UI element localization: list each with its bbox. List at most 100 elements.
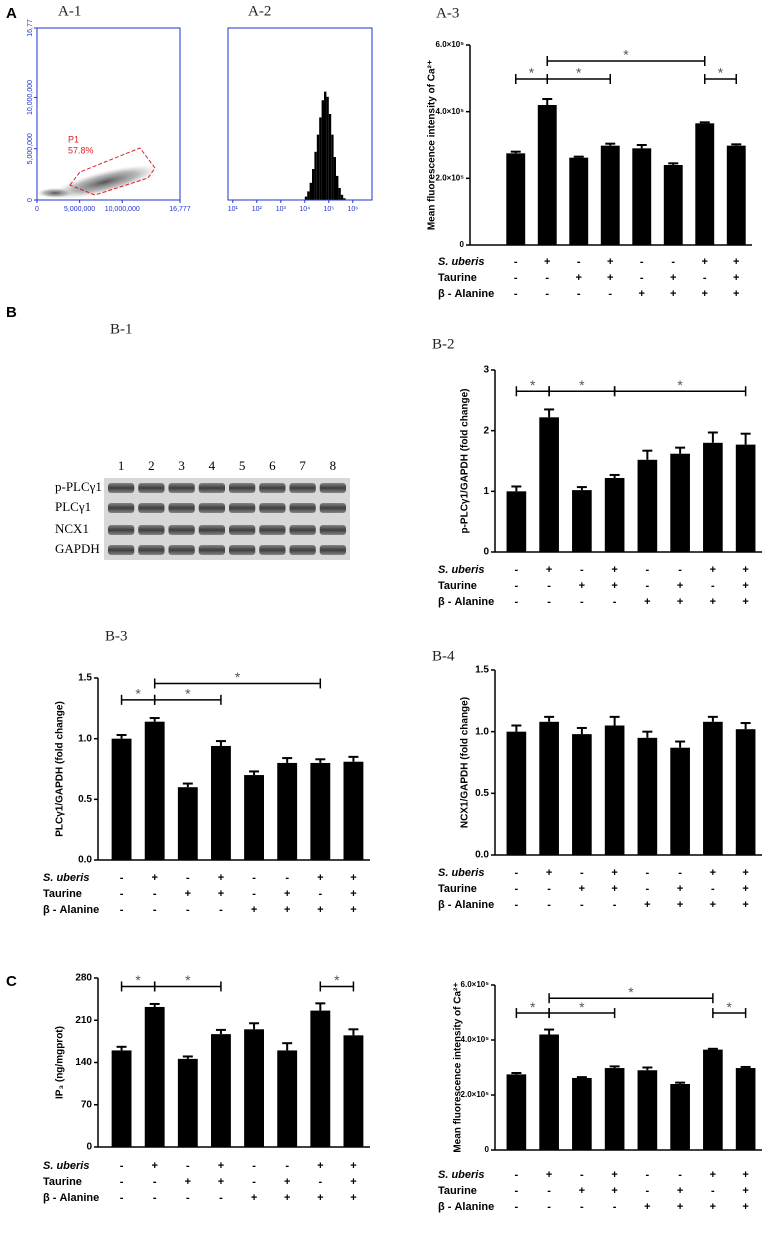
y-axis-label: Mean fluorescence intensity of Ca²⁺ (427, 60, 438, 230)
condition-sign: + (218, 872, 224, 884)
condition-name: β - Alanine (438, 1201, 494, 1213)
condition-sign: + (218, 888, 224, 900)
panel-label: B (6, 304, 17, 321)
histogram-bar (307, 191, 310, 200)
row-label: p-PLCγ1 (55, 479, 102, 494)
condition-sign: - (646, 883, 650, 895)
condition-sign: + (742, 1169, 748, 1181)
bar (572, 490, 592, 552)
condition-sign: + (742, 1201, 748, 1213)
condition-sign: - (514, 256, 518, 268)
histogram-bar (309, 182, 312, 200)
condition-name: Taurine (438, 1185, 477, 1197)
bar (144, 1006, 165, 1147)
band (198, 545, 225, 555)
band (108, 525, 135, 535)
band (168, 525, 195, 535)
condition-sign: - (613, 596, 617, 608)
condition-sign: + (317, 872, 323, 884)
condition-sign: - (646, 564, 650, 576)
y-tick-label: 0 (27, 198, 34, 202)
condition-sign: - (252, 1176, 256, 1188)
condition-sign: - (186, 872, 190, 884)
band (289, 483, 316, 493)
condition-sign: - (219, 1192, 223, 1204)
bar (506, 1074, 527, 1150)
condition-sign: - (285, 872, 289, 884)
condition-sign: - (580, 899, 584, 911)
condition-sign: + (611, 883, 617, 895)
condition-sign: - (678, 564, 682, 576)
condition-sign: - (711, 883, 715, 895)
condition-sign: - (153, 1192, 157, 1204)
band (138, 503, 165, 513)
y-tick-label: 0 (460, 240, 465, 249)
bar (735, 444, 756, 552)
band (289, 545, 316, 555)
significance-label: * (579, 999, 585, 1015)
row-label: NCX1 (55, 521, 89, 536)
condition-sign: + (151, 1160, 157, 1172)
x-tick-label: 10³ (276, 206, 287, 213)
condition-sign: - (120, 1176, 124, 1188)
condition-sign: - (545, 272, 549, 284)
condition-sign: + (677, 899, 683, 911)
condition-sign: - (703, 272, 707, 284)
condition-name: β - Alanine (43, 1192, 99, 1204)
bar (572, 734, 592, 855)
y-tick-label: 5,000,000 (27, 133, 34, 164)
y-axis-label: PLCγ1/GAPDH (fold change) (55, 701, 66, 837)
band (319, 525, 346, 535)
bar (569, 157, 589, 245)
event-cloud (37, 188, 73, 198)
condition-sign: - (646, 580, 650, 592)
band (138, 545, 165, 555)
condition-sign: - (547, 883, 551, 895)
condition-sign: + (710, 1169, 716, 1181)
lane-label: 8 (330, 458, 337, 473)
condition-name: Taurine (438, 580, 477, 592)
y-tick-label: 1 (483, 486, 489, 497)
x-tick-label: 10² (252, 206, 263, 213)
histogram-bar (343, 198, 346, 200)
condition-sign: + (284, 1176, 290, 1188)
condition-sign: - (153, 904, 157, 916)
condition-sign: - (580, 564, 584, 576)
condition-sign: + (710, 1201, 716, 1213)
condition-name: Taurine (438, 272, 477, 284)
y-tick-label: 70 (81, 1099, 93, 1110)
significance-label: * (628, 984, 634, 1000)
condition-sign: + (710, 867, 716, 879)
y-tick-label: 2 (483, 425, 489, 436)
band (168, 545, 195, 555)
condition-sign: - (640, 272, 644, 284)
bar (663, 165, 683, 245)
bar (343, 761, 364, 860)
bar (539, 1034, 559, 1150)
condition-sign: - (671, 256, 675, 268)
condition-sign: - (515, 1169, 519, 1181)
condition-sign: + (742, 564, 748, 576)
condition-sign: + (677, 1201, 683, 1213)
condition-sign: - (252, 1160, 256, 1172)
bar (703, 442, 723, 552)
band (198, 503, 225, 513)
y-tick-label: 1.5 (475, 665, 489, 676)
condition-name: Taurine (43, 1176, 82, 1188)
condition-sign: + (350, 872, 356, 884)
condition-sign: + (639, 288, 645, 300)
bar (244, 775, 264, 860)
plot-frame (227, 27, 373, 201)
condition-sign: + (350, 904, 356, 916)
band (259, 525, 286, 535)
y-tick-label: 0 (485, 1145, 490, 1154)
x-tick-label: 10⁶ (347, 206, 358, 213)
bar (637, 1070, 658, 1150)
histogram-bar (312, 169, 315, 200)
band (319, 503, 346, 513)
bar (277, 1050, 298, 1147)
band (289, 525, 316, 535)
bar (177, 1058, 198, 1147)
histogram-bar (338, 187, 341, 200)
condition-sign: - (580, 596, 584, 608)
